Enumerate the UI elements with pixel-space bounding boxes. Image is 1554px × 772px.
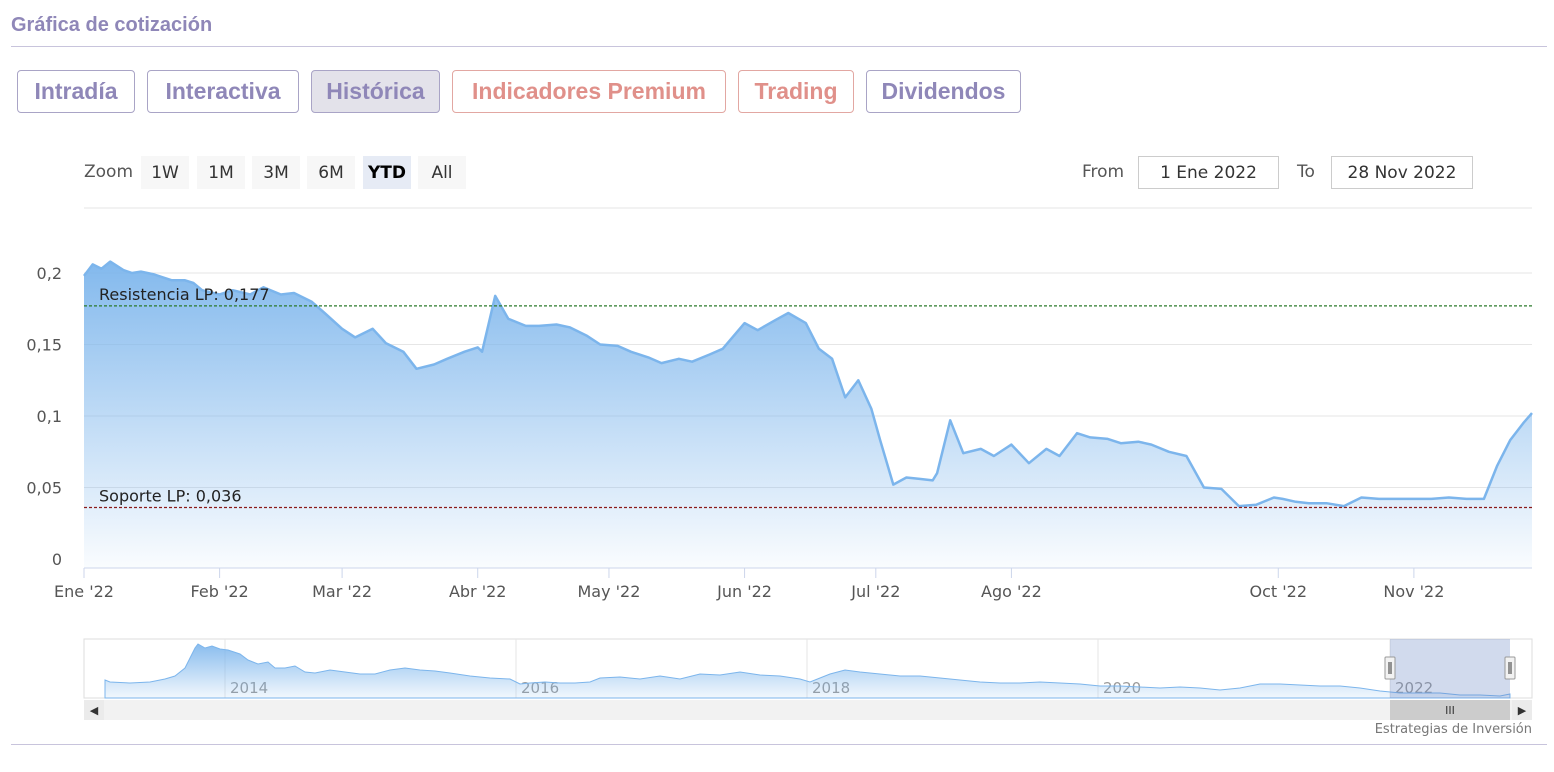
- x-tick-label: Jul '22: [850, 582, 900, 601]
- zoom-ytd-button[interactable]: YTD: [363, 156, 411, 189]
- range-to-input[interactable]: 28 Nov 2022: [1331, 156, 1473, 189]
- y-tick-label: 0,2: [37, 264, 62, 283]
- x-tick-label: Nov '22: [1383, 582, 1444, 601]
- navigator-scrollbar-thumb[interactable]: [1390, 700, 1510, 720]
- scroll-left-button[interactable]: ◀: [84, 700, 104, 720]
- x-tick-label: Mar '22: [312, 582, 372, 601]
- x-tick-label: Abr '22: [449, 582, 507, 601]
- tab-historica[interactable]: Histórica: [311, 70, 440, 113]
- title-divider: [11, 46, 1547, 47]
- bottom-divider: [11, 744, 1547, 745]
- x-tick-label: May '22: [577, 582, 640, 601]
- y-tick-label: 0,15: [26, 336, 62, 355]
- zoom-label: Zoom: [84, 162, 134, 182]
- zoom-3m-button[interactable]: 3M: [252, 156, 300, 189]
- y-axis-labels: 0 0,05 0,1 0,15 0,2: [26, 264, 62, 569]
- x-tick-label: Feb '22: [191, 582, 249, 601]
- tab-indicadores-premium[interactable]: Indicadores Premium: [452, 70, 726, 113]
- x-tick-label: Oct '22: [1250, 582, 1308, 601]
- zoom-1m-button[interactable]: 1M: [197, 156, 245, 189]
- y-tick-label: 0,1: [37, 407, 62, 426]
- price-area-fill: [84, 261, 1532, 568]
- tab-trading[interactable]: Trading: [738, 70, 854, 113]
- range-to-label: To: [1297, 162, 1315, 182]
- support-label: Soporte LP: 0,036: [99, 487, 242, 506]
- scroll-right-button[interactable]: ▶: [1512, 700, 1532, 720]
- scrollbar-grip: III: [1445, 704, 1455, 717]
- x-tick-label: Ene '22: [54, 582, 114, 601]
- navigator-right-handle[interactable]: [1504, 656, 1516, 680]
- tab-dividendos[interactable]: Dividendos: [866, 70, 1021, 113]
- range-from-label: From: [1082, 162, 1125, 182]
- tab-interactiva[interactable]: Interactiva: [147, 70, 299, 113]
- y-tick-label: 0,05: [26, 479, 62, 498]
- zoom-6m-button[interactable]: 6M: [307, 156, 355, 189]
- x-tick-label: Ago '22: [981, 582, 1042, 601]
- navigator-left-handle[interactable]: [1384, 656, 1396, 680]
- y-tick-label: 0: [52, 550, 62, 569]
- navigator-selection[interactable]: [1390, 639, 1510, 698]
- resistance-label: Resistencia LP: 0,177: [99, 285, 270, 304]
- navigator-scrollbar-track[interactable]: [84, 700, 1532, 720]
- x-tick-label: Jun '22: [716, 582, 772, 601]
- range-from-input[interactable]: 1 Ene 2022: [1138, 156, 1279, 189]
- tab-intradia[interactable]: Intradía: [17, 70, 135, 113]
- price-line: [83, 260, 1533, 508]
- section-title: Gráfica de cotización: [11, 14, 213, 36]
- x-axis-labels: Ene '22 Feb '22 Mar '22 Abr '22 May '22 Jun '…: [54, 568, 1444, 601]
- zoom-all-button[interactable]: All: [418, 156, 466, 189]
- zoom-1w-button[interactable]: 1W: [141, 156, 189, 189]
- credits-watermark: Estrategias de Inversión: [1374, 722, 1532, 737]
- support-resistance-lines: Resistencia LP: 0,177 Soporte LP: 0,036: [84, 285, 1532, 509]
- navigator-series: [104, 643, 1511, 699]
